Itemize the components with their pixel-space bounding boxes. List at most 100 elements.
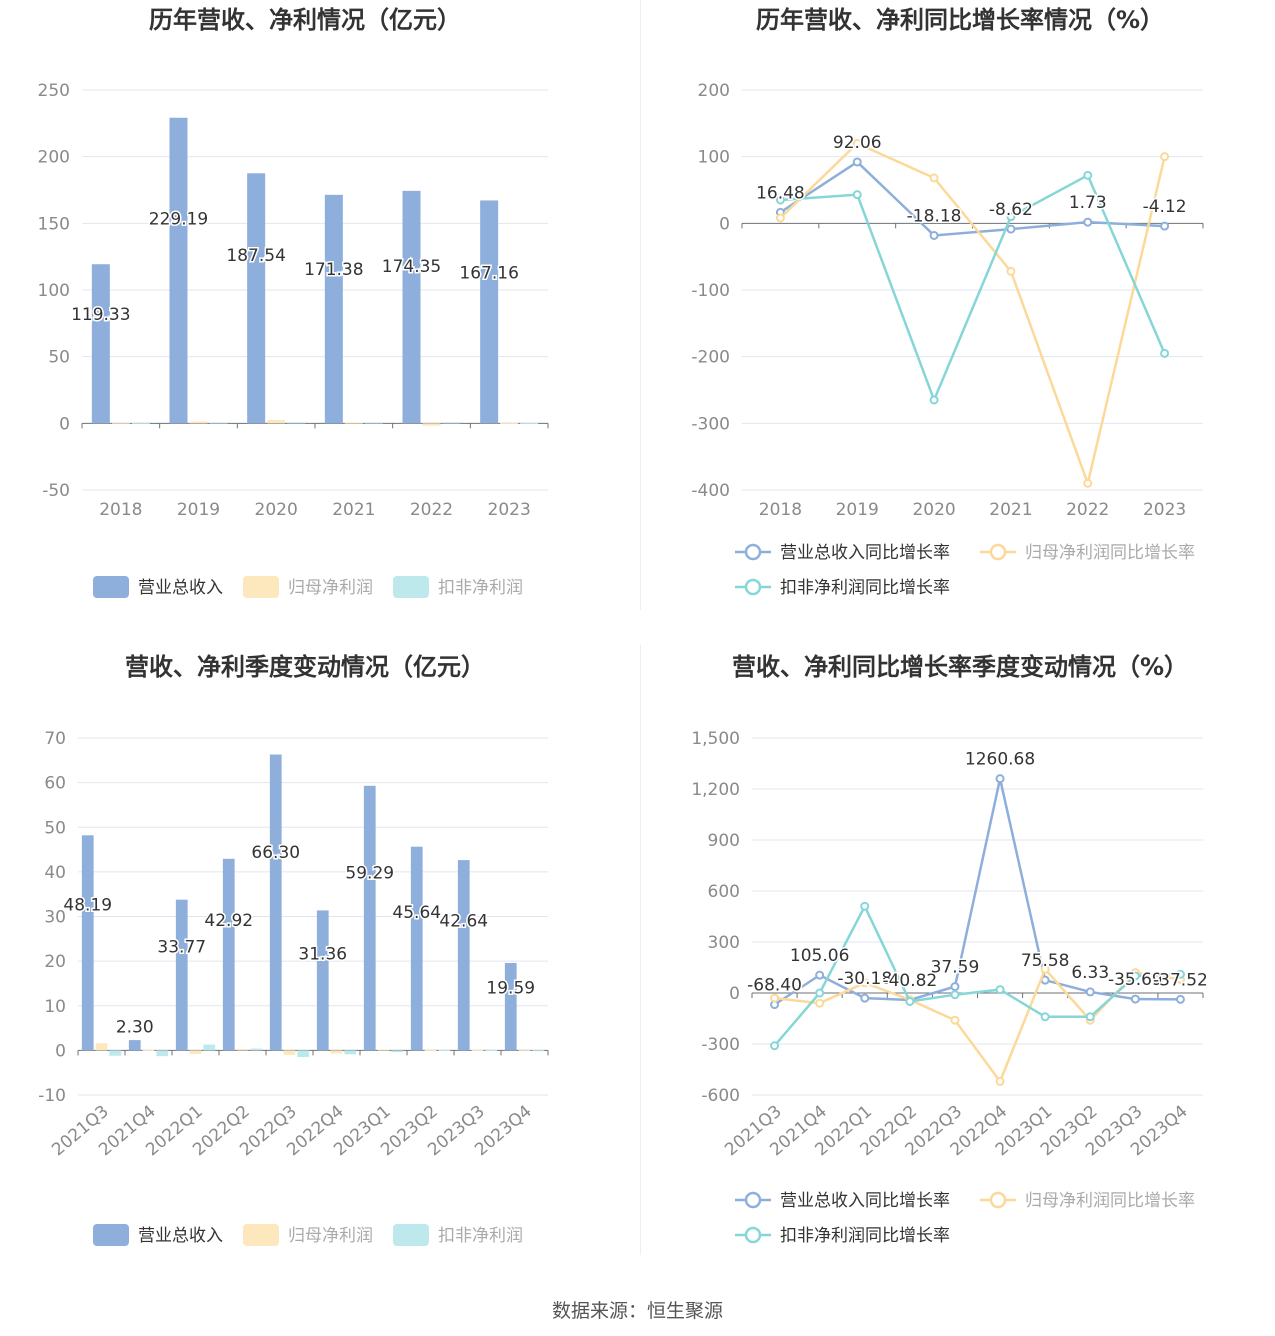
- y-tick-label: -600: [701, 1086, 740, 1106]
- data-label: 229.19: [149, 210, 208, 230]
- legend-label: 营业总收入: [138, 1226, 223, 1246]
- legend-item[interactable]: 归母净利润同比增长率: [980, 1191, 1195, 1211]
- data-label: -35.69: [1108, 970, 1163, 990]
- annual-amounts-svg: 历年营收、净利情况（亿元） 250 200 150 100 50 0 -50 2018 2019 2…: [38, 6, 549, 598]
- y-tick-label: -400: [691, 481, 730, 501]
- data-label: 19.59: [486, 979, 535, 999]
- series-point: [929, 395, 939, 405]
- y-tick-label: 600: [708, 882, 740, 902]
- series-point: [1040, 1012, 1050, 1022]
- bar-net-profit: [283, 1050, 296, 1055]
- legend-item[interactable]: 归母净利润: [243, 1224, 373, 1246]
- y-tick-label: 250: [38, 81, 70, 101]
- y-tick-label: 200: [698, 81, 730, 101]
- series-point: [950, 1015, 960, 1025]
- x-tick-label: 2019: [836, 500, 879, 520]
- chart-title: 历年营收、净利情况（亿元）: [149, 6, 461, 34]
- legend-label: 扣非净利润: [438, 1226, 523, 1246]
- bar-net-profit: [518, 1050, 531, 1052]
- bar-revenue: [222, 858, 235, 1051]
- bar-revenue: [402, 190, 421, 424]
- legend-label: 归母净利润: [288, 578, 373, 598]
- bar-revenue: [247, 173, 266, 424]
- legend-swatch: [93, 1224, 129, 1246]
- data-label: -68.40: [747, 976, 802, 996]
- y-tick-label: 1,200: [691, 780, 740, 800]
- bar-net-profit: [236, 1049, 249, 1051]
- series-point: [995, 774, 1005, 784]
- legend-item[interactable]: 营业总收入同比增长率: [735, 1191, 950, 1211]
- bar-revenue: [128, 1040, 141, 1051]
- quarterly-amounts-svg: 营收、净利季度变动情况（亿元）706050403020100-102021Q32…: [38, 653, 549, 1246]
- data-label: 45.64: [392, 903, 441, 923]
- legend-item[interactable]: 扣非净利润: [393, 1224, 523, 1246]
- y-tick-label: -300: [701, 1035, 740, 1055]
- legend-swatch-marker: [744, 1191, 762, 1209]
- y-tick-label: 50: [44, 818, 66, 838]
- legend-label: 归母净利润: [288, 1226, 373, 1246]
- y-tick-label: 0: [719, 214, 730, 234]
- bar-deducted-profit: [532, 1050, 545, 1052]
- annual-amounts-chart: 历年营收、净利情况（亿元） 250 200 150 100 50 0 -50 2018 2019 2…: [0, 0, 640, 620]
- x-tick-label: 2019: [177, 500, 220, 520]
- bar-revenue: [175, 899, 188, 1051]
- data-label: 105.06: [790, 946, 849, 966]
- series-point: [929, 173, 939, 183]
- series-point: [775, 213, 785, 223]
- series-point: [995, 1076, 1005, 1086]
- series-point: [929, 230, 939, 240]
- data-label: 31.36: [298, 944, 347, 964]
- series-point: [770, 1041, 780, 1051]
- bar-deducted-profit: [438, 1049, 451, 1051]
- bar-deducted-profit: [442, 422, 461, 424]
- legend-item[interactable]: 营业总收入: [93, 576, 223, 598]
- data-label: 75.58: [1021, 951, 1070, 971]
- series-point: [852, 138, 862, 148]
- legend-label: 归母净利润同比增长率: [1025, 1191, 1195, 1211]
- series-point: [1085, 1012, 1095, 1022]
- legend-item[interactable]: 归母净利润: [243, 576, 373, 598]
- annual-growth-chart: 历年营收、净利同比增长率情况（%） 200 100 0 -100 -200 -300 -400…: [640, 0, 1275, 620]
- bar-net-profit: [424, 1049, 437, 1051]
- x-tick-label: 2018: [99, 500, 142, 520]
- y-tick-label: 300: [708, 933, 740, 953]
- bar-revenue: [410, 846, 423, 1051]
- bar-revenue: [457, 860, 470, 1051]
- data-label: 187.54: [226, 246, 285, 266]
- series-point: [1006, 224, 1016, 234]
- legend-item[interactable]: 营业总收入同比增长率: [735, 543, 950, 563]
- legend-swatch: [243, 1224, 279, 1246]
- x-tick-label: 2020: [912, 500, 955, 520]
- series-line: [773, 903, 1181, 1047]
- legend-swatch: [243, 576, 279, 598]
- data-label: 119.33: [71, 305, 130, 325]
- data-label: 16.48: [756, 183, 805, 203]
- series-point: [1130, 971, 1140, 981]
- series-point: [950, 990, 960, 1000]
- series-point: [1083, 170, 1093, 180]
- data-label: 59.29: [345, 863, 394, 883]
- series-point: [1160, 152, 1170, 162]
- legend-item[interactable]: 归母净利润同比增长率: [980, 543, 1195, 563]
- y-tick-label: 200: [38, 148, 70, 168]
- legend-item[interactable]: 营业总收入: [93, 1224, 223, 1246]
- annual-growth-svg: 历年营收、净利同比增长率情况（%） 200 100 0 -100 -200 -300 -400…: [691, 6, 1204, 598]
- legend-swatch-marker: [744, 543, 762, 561]
- bar-net-profit: [344, 422, 363, 424]
- y-tick-label: 100: [38, 281, 70, 301]
- series-point: [1040, 964, 1050, 974]
- series-line: [780, 173, 1166, 404]
- bar-deducted-profit: [344, 1050, 357, 1055]
- data-label: 42.64: [439, 912, 488, 932]
- series-point: [775, 195, 785, 205]
- legend-item[interactable]: 扣非净利润: [393, 576, 523, 598]
- series-point: [852, 190, 862, 200]
- y-tick-label: 900: [708, 831, 740, 851]
- data-label: -37.52: [1153, 970, 1208, 990]
- bar-net-profit: [189, 421, 208, 424]
- y-tick-label: 150: [38, 214, 70, 234]
- vertical-divider-bottom: [640, 645, 641, 1255]
- legend-item[interactable]: 扣非净利润同比增长率: [735, 1226, 950, 1246]
- y-tick-label: 60: [44, 774, 66, 794]
- legend-item[interactable]: 扣非净利润同比增长率: [735, 578, 950, 598]
